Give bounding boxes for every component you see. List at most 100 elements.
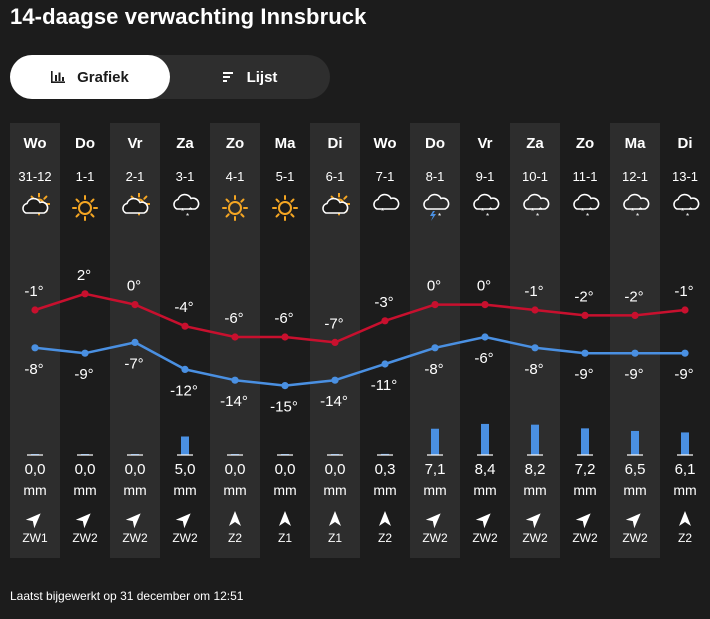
wind-arrow-icon bbox=[229, 511, 241, 526]
partly-cloudy-icon bbox=[322, 193, 350, 216]
day-name: Wo bbox=[23, 135, 47, 152]
tab-grafiek[interactable]: Grafiek bbox=[10, 55, 170, 99]
view-toggle: Grafiek Lijst bbox=[10, 55, 330, 99]
precip-unit: mm bbox=[573, 482, 597, 498]
precip-unit: mm bbox=[423, 482, 447, 498]
wind-arrow-icon bbox=[425, 513, 441, 529]
day-name: Za bbox=[526, 135, 544, 152]
wind-arrow-icon bbox=[679, 511, 691, 526]
day-column: Ma 12-1 * * * 6,5 mm ZW2 bbox=[610, 123, 660, 558]
precip-amount: 0,0 bbox=[324, 461, 346, 478]
wind-label: ZW2 bbox=[522, 531, 548, 545]
svg-text:*: * bbox=[581, 207, 584, 216]
svg-text:*: * bbox=[531, 207, 534, 216]
precip-amount: 7,2 bbox=[574, 461, 596, 478]
svg-text:*: * bbox=[438, 212, 441, 221]
wind-label: ZW2 bbox=[472, 531, 498, 545]
day-name: Zo bbox=[225, 135, 245, 152]
day-date: 6-1 bbox=[325, 169, 345, 184]
day-date: 8-1 bbox=[425, 169, 445, 184]
day-date: 9-1 bbox=[475, 169, 495, 184]
day-name: Di bbox=[327, 135, 343, 152]
snow-icon: *** bbox=[473, 193, 500, 221]
day-column: Za 3-1 * * * 5,0 mm ZW2 bbox=[160, 123, 210, 558]
partly-cloudy-icon bbox=[122, 193, 150, 216]
wind-arrow-icon bbox=[329, 511, 341, 526]
svg-text:*: * bbox=[636, 212, 639, 221]
precip-unit: mm bbox=[223, 482, 247, 498]
wind-arrow-icon bbox=[75, 513, 91, 529]
day-name: Wo bbox=[373, 135, 397, 152]
precip-amount: 0,0 bbox=[224, 461, 246, 478]
svg-text:*: * bbox=[686, 212, 689, 221]
precip-unit: mm bbox=[523, 482, 547, 498]
wind-arrow-icon bbox=[525, 513, 541, 529]
wind-label: ZW2 bbox=[72, 531, 98, 545]
precip-amount: 6,1 bbox=[674, 461, 696, 478]
precip-unit: mm bbox=[273, 482, 297, 498]
wind-arrow-icon bbox=[125, 513, 141, 529]
day-date: 12-1 bbox=[621, 169, 649, 184]
precip-amount: 8,4 bbox=[474, 461, 496, 478]
wind-label: Z1 bbox=[277, 531, 292, 545]
day-date: 1-1 bbox=[75, 169, 95, 184]
tab-lijst[interactable]: Lijst bbox=[170, 55, 330, 99]
day-name: Do bbox=[75, 135, 95, 152]
wind-label: ZW2 bbox=[422, 531, 448, 545]
day-name: Vr bbox=[477, 135, 493, 152]
snow-icon: *** bbox=[173, 193, 200, 221]
day-name: Di bbox=[677, 135, 693, 152]
snow-icon: *** bbox=[523, 193, 550, 221]
day-column: Ma 5-1 0,0 mm Z1 bbox=[260, 123, 310, 558]
precip-amount: 0,0 bbox=[124, 461, 146, 478]
light-snow-icon: * bbox=[373, 193, 400, 216]
svg-text:*: * bbox=[381, 207, 384, 216]
day-column: Vr 2-1 0,0 mm ZW2 bbox=[110, 123, 160, 558]
tab-grafiek-label: Grafiek bbox=[77, 68, 129, 86]
svg-text:*: * bbox=[639, 206, 642, 215]
wind-label: ZW2 bbox=[122, 531, 148, 545]
precip-unit: mm bbox=[373, 482, 397, 498]
day-name: Zo bbox=[575, 135, 595, 152]
wind-label: Z2 bbox=[677, 531, 692, 545]
thunder-snow-icon: * bbox=[423, 193, 450, 221]
svg-text:*: * bbox=[586, 212, 589, 221]
day-date: 10-1 bbox=[521, 169, 549, 184]
day-column: Vr 9-1 * * * 8,4 mm ZW2 bbox=[460, 123, 510, 558]
precip-unit: mm bbox=[623, 482, 647, 498]
precip-unit: mm bbox=[173, 482, 197, 498]
svg-text:*: * bbox=[181, 207, 184, 216]
wind-label: Z2 bbox=[377, 531, 392, 545]
bar-chart-icon bbox=[51, 71, 66, 83]
svg-text:*: * bbox=[689, 206, 692, 215]
day-column: Do 1-1 0,0 mm ZW2 bbox=[60, 123, 110, 558]
wind-arrow-icon bbox=[625, 513, 641, 529]
partly-cloudy-icon bbox=[22, 193, 50, 216]
precip-amount: 0,3 bbox=[374, 461, 396, 478]
day-name: Do bbox=[425, 135, 445, 152]
day-name: Za bbox=[176, 135, 194, 152]
day-date: 13-1 bbox=[671, 169, 699, 184]
forecast-grid: Wo 31-12 0,0 mm ZW1 Do 1-1 0,0 mm ZW2 Vr… bbox=[10, 123, 710, 558]
svg-text:*: * bbox=[536, 212, 539, 221]
svg-text:*: * bbox=[481, 207, 484, 216]
svg-text:*: * bbox=[189, 206, 192, 215]
day-column: Zo 4-1 0,0 mm Z2 bbox=[210, 123, 260, 558]
svg-text:*: * bbox=[589, 206, 592, 215]
precip-amount: 0,0 bbox=[274, 461, 296, 478]
day-column: Di 13-1 * * * 6,1 mm Z2 bbox=[660, 123, 710, 558]
snow-icon: *** bbox=[673, 193, 700, 221]
precip-amount: 0,0 bbox=[74, 461, 96, 478]
precip-amount: 6,5 bbox=[624, 461, 646, 478]
day-date: 7-1 bbox=[375, 169, 395, 184]
precip-unit: mm bbox=[23, 482, 47, 498]
wind-label: ZW2 bbox=[572, 531, 598, 545]
tab-lijst-label: Lijst bbox=[246, 68, 278, 86]
wind-arrow-icon bbox=[279, 511, 291, 526]
svg-text:*: * bbox=[186, 212, 189, 221]
precip-unit: mm bbox=[73, 482, 97, 498]
day-name: Vr bbox=[127, 135, 143, 152]
day-name: Ma bbox=[274, 135, 296, 152]
precip-amount: 7,1 bbox=[424, 461, 446, 478]
day-date: 3-1 bbox=[175, 169, 195, 184]
